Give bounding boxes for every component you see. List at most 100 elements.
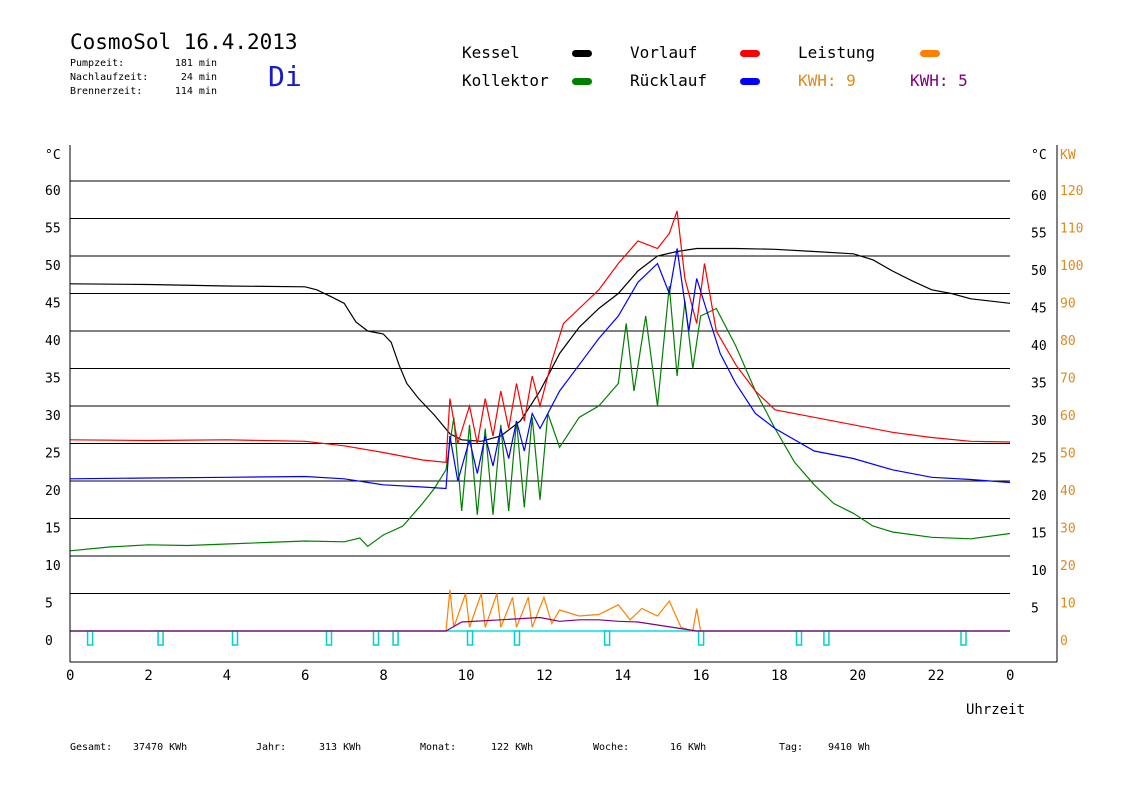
y-tick-label-left: 60	[45, 184, 61, 199]
y-tick-label-left: 20	[45, 484, 61, 499]
legend-leistung-swatch	[920, 50, 940, 57]
y-tick-label-right: 30	[1031, 414, 1047, 429]
x-tick-label: 18	[771, 668, 788, 684]
y-tick-label-kw: 90	[1060, 297, 1076, 312]
pump-marker	[697, 630, 705, 646]
legend-kessel-label: Kessel	[462, 43, 520, 62]
x-tick-label: 6	[301, 668, 309, 684]
y-tick-label-right: 20	[1031, 489, 1047, 504]
y-tick-label-left: 10	[45, 559, 61, 574]
y-tick-label-left: 50	[45, 259, 61, 274]
x-tick-label: 2	[144, 668, 152, 684]
footer-tag-label: Tag:	[779, 742, 804, 753]
pump-marker	[372, 630, 380, 646]
y-tick-label-left: 25	[45, 447, 61, 462]
x-tick-label: 0	[66, 668, 74, 684]
y-tick-label-right: 15	[1031, 527, 1047, 542]
legend-kollektor-label: Kollektor	[462, 71, 549, 90]
pump-marker	[466, 630, 474, 646]
pumpzeit-label: Pumpzeit:	[70, 58, 125, 69]
y-tick-label-kw: 120	[1060, 184, 1083, 199]
footer-gesamt-value: 37470 KWh	[133, 742, 188, 753]
legend-kwh-purple: KWH: 5	[910, 71, 968, 90]
footer-jahr-label: Jahr:	[256, 742, 287, 753]
legend-vorlauf-swatch	[740, 50, 760, 57]
legend-kollektor-swatch	[572, 78, 592, 85]
chart-title: CosmoSol 16.4.2013	[70, 30, 298, 54]
pump-marker	[157, 630, 164, 646]
footer-woche-label: Woche:	[593, 742, 630, 753]
y-tick-label-right: 35	[1031, 377, 1047, 392]
pump-marker	[325, 630, 333, 646]
y-tick-label-kw: 100	[1060, 259, 1083, 274]
y-axis-label-kw: KW	[1060, 148, 1076, 163]
pump-marker	[603, 630, 611, 646]
nachlaufzeit-label: Nachlaufzeit:	[70, 72, 149, 83]
legend-leistung-label: Leistung	[798, 43, 876, 62]
legend-vorlauf-label: Vorlauf	[630, 43, 698, 62]
y-tick-label-left: 40	[45, 334, 61, 349]
nachlaufzeit-value: 24 min	[180, 72, 217, 83]
y-axis-label-left: °C	[45, 148, 61, 163]
pump-markers	[86, 630, 967, 646]
y-tick-label-right: 5	[1031, 602, 1039, 617]
footer-woche-value: 16 KWh	[670, 742, 707, 753]
y-tick-label-kw: 60	[1060, 409, 1076, 424]
y-tick-label-kw: 40	[1060, 484, 1076, 499]
series-line-leistung	[70, 589, 1010, 632]
pump-marker	[392, 630, 399, 646]
x-tick-label: 20	[849, 668, 866, 684]
y-tick-label-kw: 20	[1060, 559, 1076, 574]
y-tick-label-right: 55	[1031, 227, 1047, 242]
brennerzeit-label: Brennerzeit:	[70, 86, 143, 97]
y-tick-label-kw: 50	[1060, 447, 1076, 462]
series-lines	[69, 210, 1011, 632]
pump-marker	[231, 630, 239, 646]
y-tick-label-left: 55	[45, 222, 61, 237]
x-tick-label: 4	[223, 668, 231, 684]
y-tick-label-left: 5	[45, 597, 53, 612]
legend-ruecklauf-label: Rücklauf	[630, 71, 708, 90]
footer-monat-label: Monat:	[420, 742, 457, 753]
series-line-vorlauf	[69, 210, 1011, 463]
y-tick-label-left: 0	[45, 634, 53, 649]
pump-marker	[86, 630, 94, 646]
x-tick-label: 10	[458, 668, 475, 684]
y-axis-label-right: °C	[1031, 148, 1047, 163]
y-tick-label-left: 45	[45, 297, 61, 312]
y-tick-label-left: 15	[45, 522, 61, 537]
footer-gesamt-label: Gesamt:	[70, 742, 113, 753]
y-tick-label-kw: 10	[1060, 597, 1076, 612]
y-tick-label-left: 30	[45, 409, 61, 424]
pump-marker	[960, 630, 967, 646]
legend-kessel-swatch	[572, 50, 592, 57]
y-tick-label-kw: 80	[1060, 334, 1076, 349]
footer-monat-value: 122 KWh	[491, 742, 534, 753]
series-line-kessel	[69, 247, 1011, 442]
y-tick-label-right: 50	[1031, 264, 1047, 279]
y-tick-label-left: 35	[45, 372, 61, 387]
footer-jahr-value: 313 KWh	[319, 742, 362, 753]
series-line-kwh	[70, 616, 1010, 632]
series-line-rcklauf	[69, 248, 1011, 490]
x-tick-label: 0	[1006, 668, 1014, 684]
y-tick-label-right: 40	[1031, 339, 1047, 354]
pumpzeit-value: 181 min	[174, 58, 217, 69]
brennerzeit-value: 114 min	[174, 86, 217, 97]
y-tick-label-right: 60	[1031, 189, 1047, 204]
pump-marker	[795, 630, 803, 646]
x-tick-label: 12	[536, 668, 553, 684]
y-tick-label-kw: 0	[1060, 634, 1068, 649]
x-tick-label: 22	[928, 668, 945, 684]
pump-marker	[823, 630, 830, 646]
footer-tag-value: 9410 Wh	[828, 742, 871, 753]
y-tick-label-kw: 110	[1060, 222, 1083, 237]
x-tick-label: 8	[379, 668, 387, 684]
legend-kwh-orange: KWH: 9	[798, 71, 856, 90]
y-tick-label-right: 45	[1031, 302, 1047, 317]
series-line-kollektor	[69, 285, 1011, 552]
y-tick-label-right: 10	[1031, 564, 1047, 579]
y-tick-label-right: 25	[1031, 452, 1047, 467]
weekday-label: Di	[268, 60, 302, 93]
